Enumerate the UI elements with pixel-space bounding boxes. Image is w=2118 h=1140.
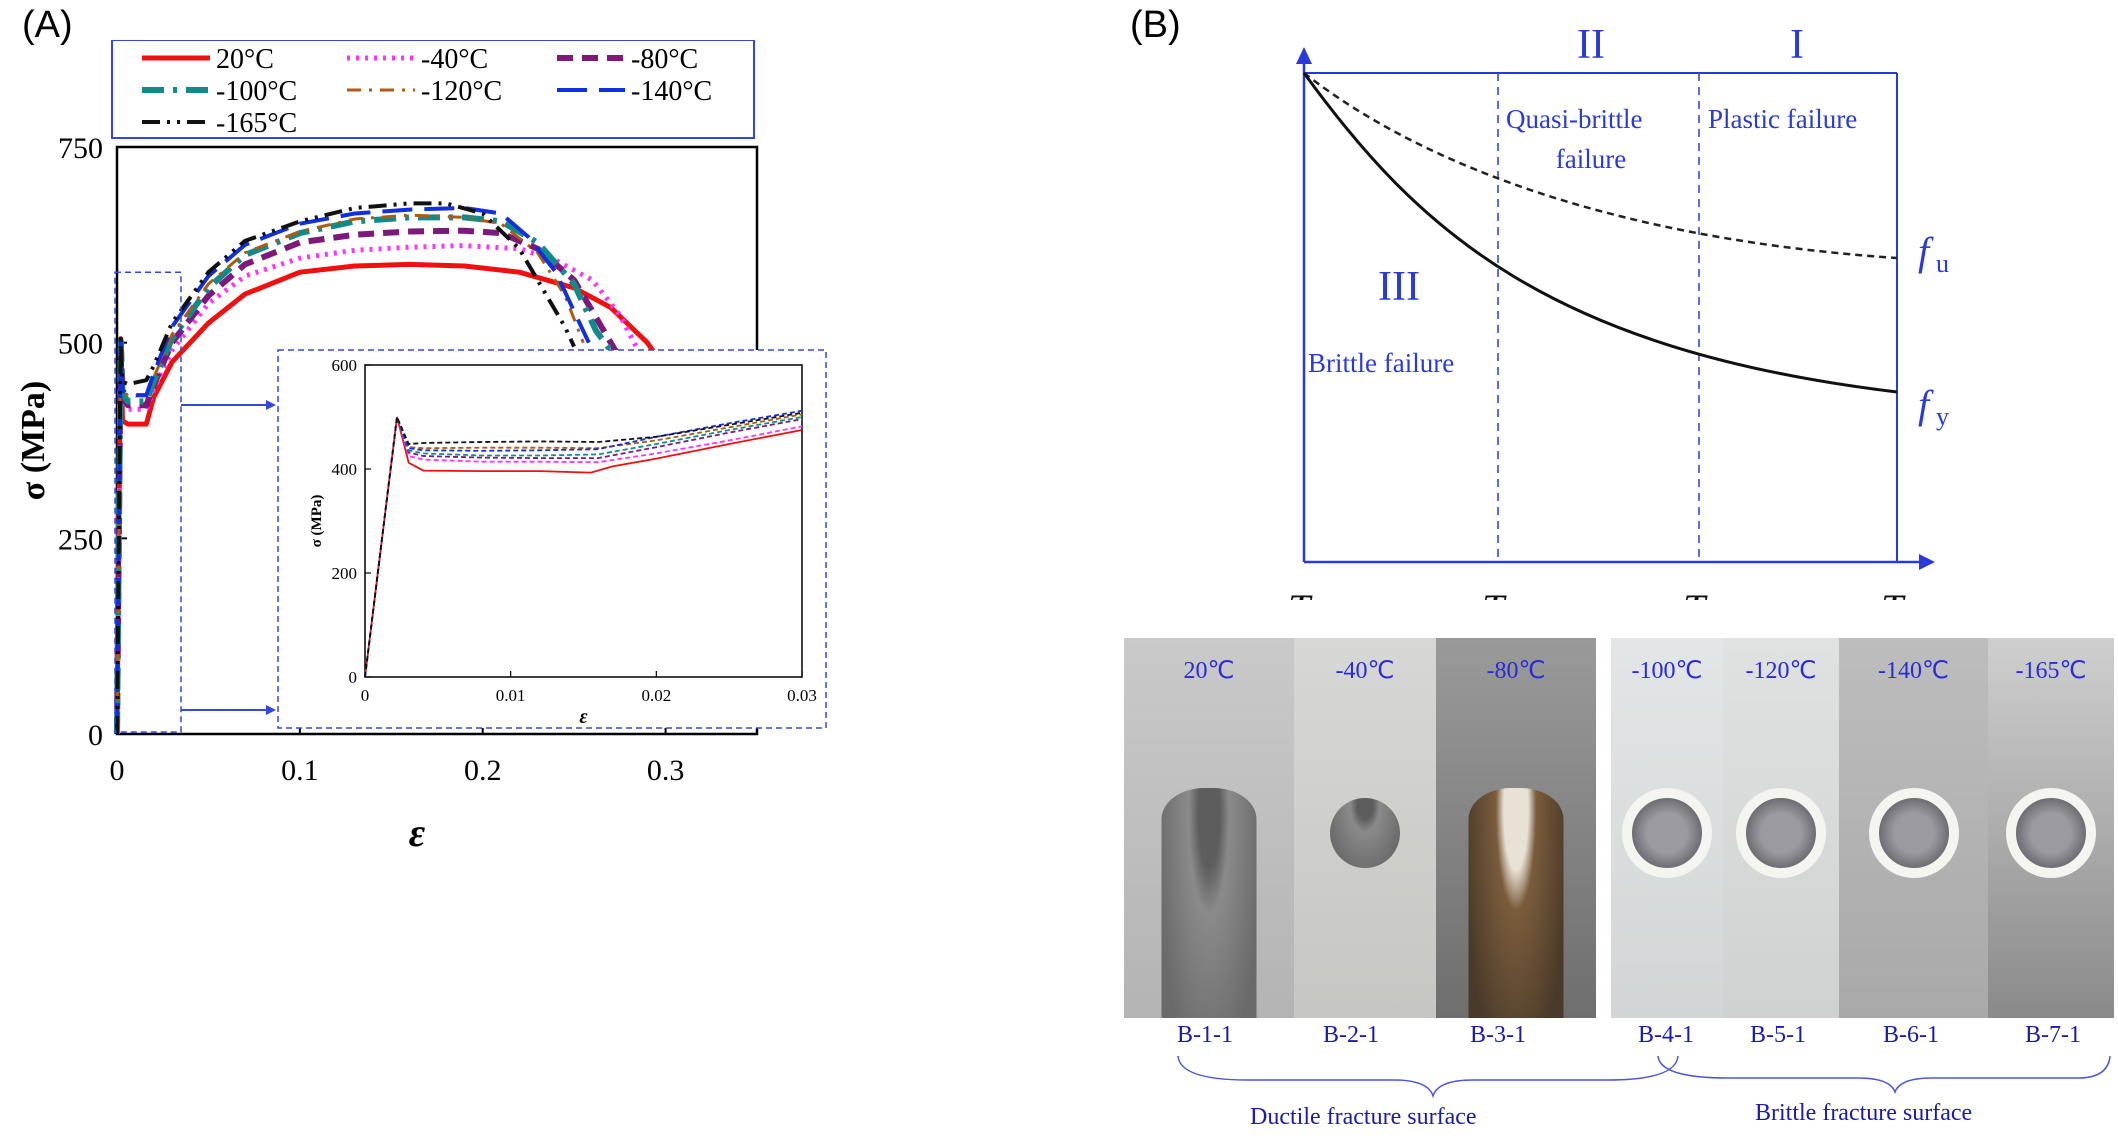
inset-series-line	[364, 411, 803, 678]
specimen-shape	[1736, 788, 1826, 878]
inset-series-line	[364, 416, 803, 678]
y-tick-label: 0	[88, 719, 103, 752]
fy-subscript: y	[1936, 402, 1949, 431]
y-axis-label: σ (MPa)	[15, 381, 52, 501]
region-text: failure	[1556, 144, 1626, 174]
specimen-shape	[1868, 788, 1959, 878]
specimen-code: B-7-1	[2025, 1022, 2081, 1048]
stress-strain-chart: 0 250 500 750 0 0.1 0.2 0.3 ε σ (MPa) 20°C -40°C -80…	[15, 40, 827, 855]
x-tick-label: 0.1	[281, 754, 319, 787]
specimen-code: B-2-1	[1323, 1022, 1379, 1048]
arrow-head	[266, 400, 276, 410]
fu-subscript: u	[1936, 249, 1949, 278]
panel-b-label: (B)	[1130, 4, 1181, 46]
region-numeral: II	[1577, 22, 1605, 68]
inset-box	[277, 349, 827, 729]
inset-x-tick-label: 0.02	[641, 686, 671, 705]
panel-a-label: (A)	[22, 4, 73, 46]
fracture-photo: -120℃	[1723, 638, 1839, 1018]
inset-x-axis-label: ε	[579, 706, 588, 728]
x-axis-arrow	[1919, 554, 1935, 570]
inset-y-tick-label: 400	[332, 460, 358, 479]
ductile-brace	[1177, 1055, 1679, 1099]
y-axis-arrow	[1296, 47, 1312, 64]
region-text: Brittle failure	[1308, 348, 1454, 378]
specimen-shape	[2006, 788, 2096, 878]
fracture-photo: -80℃	[1436, 638, 1596, 1018]
inset-series-line	[364, 413, 803, 678]
legend-label: -120°C	[421, 76, 502, 107]
legend-label: -80°C	[631, 44, 698, 75]
fracture-photo: -100℃	[1611, 638, 1723, 1018]
x-tick-label: 0	[110, 754, 125, 787]
fu-curve	[1303, 72, 1898, 260]
legend-label: -100°C	[216, 76, 297, 107]
fracture-photo: -40℃	[1294, 638, 1436, 1018]
series-line	[114, 214, 614, 735]
photo-temperature-label: -120℃	[1745, 658, 1817, 684]
legend-label: -140°C	[631, 76, 712, 107]
legend-box	[111, 40, 755, 139]
failure-mode-diagram: III Brittle failure II Quasi-brittle failure…	[1288, 22, 1949, 600]
photo-temperature-label: 20℃	[1183, 658, 1235, 684]
fy-curve	[1302, 72, 1898, 394]
y-tick-label: 250	[58, 523, 103, 556]
photo-temperature-label: -40℃	[1335, 658, 1395, 684]
zoom-region	[114, 271, 182, 733]
fracture-photo: 20℃	[1124, 638, 1294, 1018]
inset-x-tick-label: 0.01	[496, 686, 526, 705]
fracture-brace-group	[1177, 1055, 2111, 1099]
specimen-code: B-3-1	[1470, 1022, 1526, 1048]
temp-axis-label: T	[1881, 586, 1906, 600]
fracture-photo: -140℃	[1839, 638, 1988, 1018]
specimen-code: B-1-1	[1177, 1022, 1233, 1048]
series-line	[115, 201, 576, 735]
specimen-code: B-4-1	[1638, 1022, 1694, 1048]
series-line	[115, 206, 591, 735]
fy-label: f	[1918, 382, 1934, 427]
fracture-photo: -165℃	[1988, 638, 2114, 1018]
inset-frame	[364, 364, 803, 678]
region-numeral: I	[1790, 22, 1804, 68]
region-text: Plastic failure	[1708, 104, 1857, 134]
legend-label: -165°C	[216, 108, 297, 139]
fu-label: f	[1918, 229, 1934, 274]
series-line	[115, 213, 585, 735]
photo-temperature-label: -80℃	[1486, 658, 1546, 684]
region-numeral: III	[1378, 264, 1420, 310]
brittle-brace	[1657, 1055, 2111, 1095]
photo-temperature-label: -140℃	[1878, 658, 1949, 684]
specimen-code: B-6-1	[1883, 1022, 1939, 1048]
ductile-label: Ductile fracture surface	[1250, 1104, 1477, 1130]
specimen-shape	[1622, 788, 1712, 878]
photo-temperature-label: -165℃	[2015, 658, 2087, 684]
region-text: Quasi-brittle	[1506, 104, 1642, 134]
temp-axis-label: T	[1288, 586, 1313, 600]
legend-label: 20°C	[216, 44, 274, 75]
inset-y-axis-label: σ (MPa)	[309, 495, 325, 548]
specimen-shape	[1161, 788, 1257, 1018]
specimen-shape	[1330, 798, 1400, 868]
arrow-head	[266, 705, 276, 715]
specimen-shape	[1468, 788, 1564, 1018]
temp-axis-label: T	[1683, 586, 1708, 600]
y-tick-label: 500	[58, 328, 103, 361]
x-tick-label: 0.3	[647, 754, 685, 787]
x-axis-label: ε	[409, 810, 426, 855]
inset-y-tick-label: 600	[332, 356, 358, 375]
photo-temperature-label: -100℃	[1631, 658, 1703, 684]
inset-y-tick-label: 0	[349, 668, 358, 687]
inset-x-tick-label: 0.03	[787, 686, 817, 705]
x-tick-label: 0.2	[464, 754, 502, 787]
brittle-label: Brittle fracture surface	[1755, 1100, 1973, 1126]
specimen-code: B-5-1	[1750, 1022, 1806, 1048]
y-tick-label: 750	[58, 132, 103, 165]
legend-label: -40°C	[421, 44, 488, 75]
temp-axis-label: T	[1482, 586, 1507, 600]
inset-y-tick-label: 200	[332, 564, 358, 583]
inset-x-tick-label: 0	[361, 686, 370, 705]
